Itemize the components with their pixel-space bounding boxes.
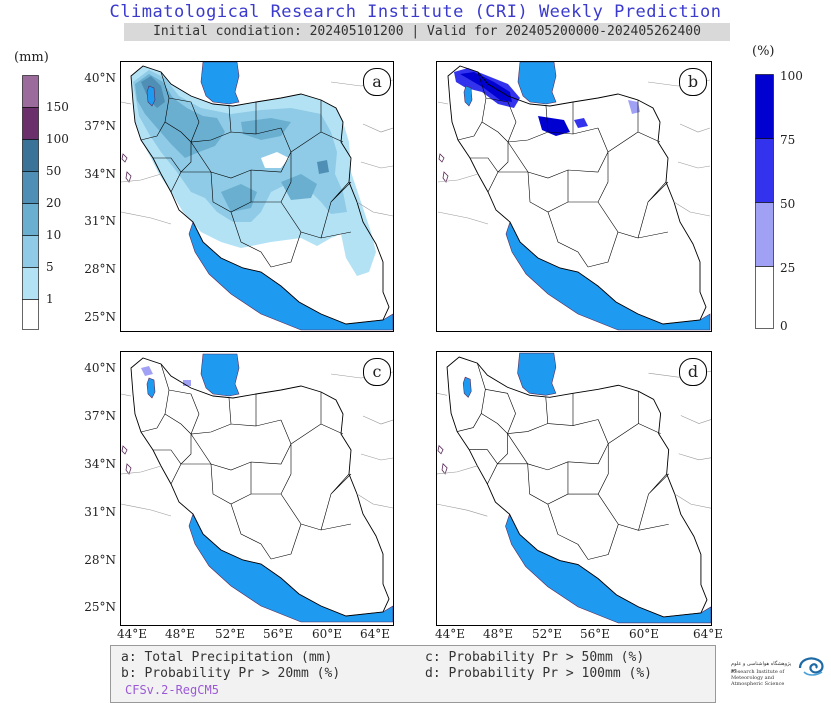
legend-a: a: Total Precipitation (mm) bbox=[121, 650, 333, 665]
institute-name-en: Research Institute of Meteorology and At… bbox=[731, 669, 785, 687]
precip-level-label: 20 bbox=[46, 196, 62, 210]
prob-level-label: 50 bbox=[780, 197, 796, 211]
lon-label: 60°E bbox=[311, 627, 343, 641]
lon-label: 64°E bbox=[359, 627, 391, 641]
map-title: Climatological Research Institute (CRI) … bbox=[109, 2, 722, 22]
map-panel-a: a bbox=[120, 61, 394, 332]
precip-level-label: 100 bbox=[46, 132, 69, 146]
lon-label: 52°E bbox=[531, 627, 563, 641]
precip-unit: (mm) bbox=[14, 50, 49, 65]
institute-logo-icon bbox=[798, 657, 824, 676]
lat-label: 25°N bbox=[84, 310, 116, 324]
lat-label: 37°N bbox=[84, 409, 116, 423]
precip-level-label: 5 bbox=[46, 260, 54, 274]
map-panel-b: b bbox=[436, 61, 712, 332]
legend-b: b: Probability Pr > 20mm (%) bbox=[121, 666, 341, 681]
panel-tag-c: c bbox=[363, 358, 391, 386]
lat-label: 31°N bbox=[84, 214, 116, 228]
lat-label: 40°N bbox=[84, 71, 116, 85]
precip-colorbar bbox=[22, 75, 39, 330]
lat-label: 34°N bbox=[84, 457, 116, 471]
subtitle-bar bbox=[124, 23, 730, 41]
panel-tag-b: b bbox=[679, 68, 707, 96]
lon-label: 52°E bbox=[214, 627, 246, 641]
model-name: CFSv.2-RegCM5 bbox=[125, 683, 219, 697]
panel-tag-d: d bbox=[679, 358, 707, 386]
legend-c: c: Probability Pr > 50mm (%) bbox=[425, 650, 645, 665]
map-subtitle: Initial condiation: 202405101200 | Valid… bbox=[153, 24, 701, 39]
prob-level-label: 0 bbox=[780, 319, 788, 333]
legend-d: d: Probability Pr > 100mm (%) bbox=[425, 666, 652, 681]
map-panel-d: d bbox=[436, 351, 712, 626]
lon-label: 48°E bbox=[482, 627, 514, 641]
lon-label: 48°E bbox=[164, 627, 196, 641]
lon-label: 44°E bbox=[116, 627, 148, 641]
map-panel-c: c bbox=[120, 351, 394, 626]
institute-name-fa: پژوهشگاه هواشناسی و علوم جو bbox=[731, 661, 792, 673]
prob-level-label: 100 bbox=[780, 69, 803, 83]
lat-label: 37°N bbox=[84, 119, 116, 133]
prob-level-label: 25 bbox=[780, 261, 796, 275]
lat-label: 34°N bbox=[84, 167, 116, 181]
lon-label: 60°E bbox=[628, 627, 660, 641]
lat-label: 40°N bbox=[84, 361, 116, 375]
lat-label: 28°N bbox=[84, 553, 116, 567]
lon-label: 64°E bbox=[692, 627, 724, 641]
lat-label: 31°N bbox=[84, 505, 116, 519]
lon-label: 44°E bbox=[434, 627, 466, 641]
precip-level-label: 1 bbox=[46, 292, 54, 306]
prob-level-label: 75 bbox=[780, 133, 796, 147]
panel-tag-a: a bbox=[363, 68, 391, 96]
prob-unit: (%) bbox=[752, 44, 775, 59]
precip-level-label: 150 bbox=[46, 100, 69, 114]
precip-level-label: 50 bbox=[46, 164, 62, 178]
lat-label: 25°N bbox=[84, 600, 116, 614]
lon-label: 56°E bbox=[262, 627, 294, 641]
precip-level-label: 10 bbox=[46, 228, 62, 242]
lat-label: 28°N bbox=[84, 262, 116, 276]
lon-label: 56°E bbox=[579, 627, 611, 641]
prob-colorbar bbox=[755, 74, 774, 329]
